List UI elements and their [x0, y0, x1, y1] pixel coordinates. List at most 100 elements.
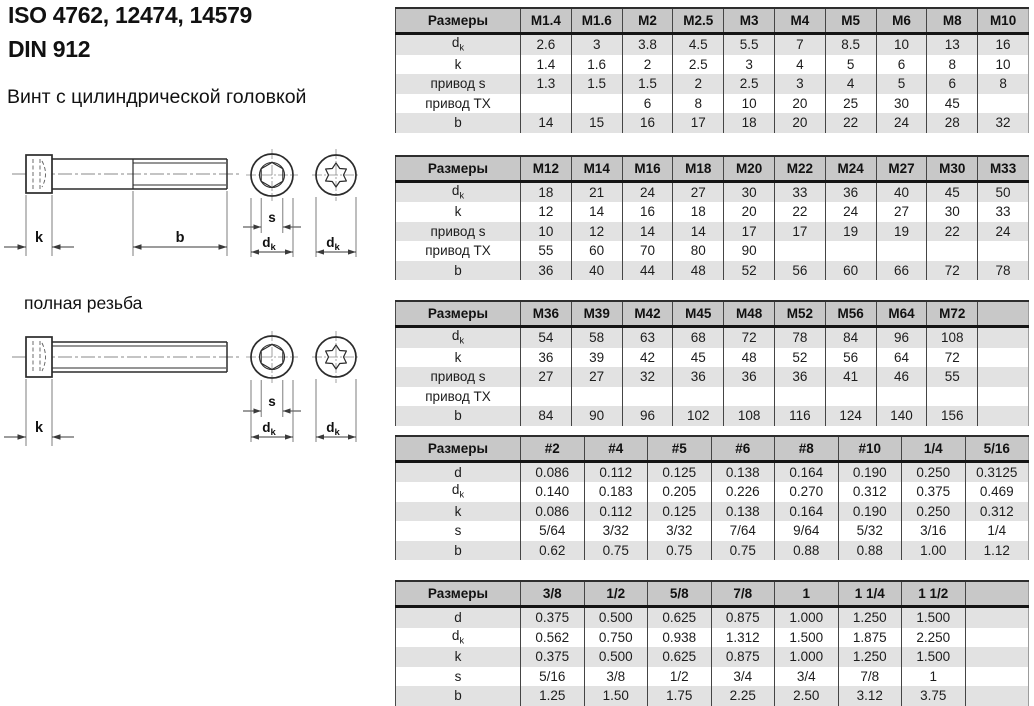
- table-cell: 60: [824, 260, 877, 280]
- column-header: 3/8: [520, 581, 584, 608]
- table-row: привод TX 6 8 10 20 25 30 45: [396, 93, 1029, 113]
- table-cell: 36: [773, 367, 826, 387]
- dim-label-k: k: [35, 420, 44, 436]
- table-cell: 52: [723, 260, 775, 280]
- table-row: b 14 15 16 17 18 20 22 24 28 32: [395, 113, 1029, 133]
- row-label: k: [395, 501, 521, 521]
- table-row: b 84 90 96 102 108 116 124 140 156: [395, 406, 1029, 426]
- table-cell: 108: [926, 326, 978, 348]
- table-cell: 22: [824, 113, 877, 133]
- table-cell: [875, 241, 927, 261]
- column-header: M72: [926, 301, 978, 328]
- table-cell: 17: [773, 221, 826, 241]
- table-cell: 24: [977, 221, 1029, 241]
- column-header: M2.5: [672, 8, 724, 35]
- table-cell: 0.500: [583, 606, 648, 628]
- row-label: d: [395, 461, 521, 482]
- table-row: k 1.4 1.6 2 2.5 3 4 5 6 8 10: [396, 54, 1029, 74]
- column-header: Размеры: [395, 435, 521, 463]
- table-cell: [773, 241, 826, 261]
- table-row: dk 0.140 0.183 0.205 0.226 0.270 0.312 0.375 0.4…: [396, 482, 1029, 502]
- table-cell: 1.00: [901, 540, 965, 560]
- table-cell: 1.500: [774, 627, 838, 647]
- row-label: dk: [395, 33, 521, 55]
- table-row: dk 54 58 63 68 72 78 84 96 108: [395, 326, 1029, 348]
- table-cell: 18: [520, 181, 572, 202]
- column-header: [964, 581, 1029, 608]
- torx-end-view: dk: [312, 331, 360, 442]
- table-cell: 96: [621, 406, 673, 426]
- table-cell: 70: [621, 241, 673, 261]
- table-row: dk 2.6 3 3.8 4.5 5.5 7 8.5 10 13 16: [395, 33, 1029, 55]
- dim-label-dk: dk: [326, 420, 340, 438]
- table-cell: 0.625: [647, 606, 711, 628]
- table-cell: 13: [926, 33, 978, 55]
- table-cell: 48: [672, 260, 724, 280]
- page-title-din: DIN 912: [8, 36, 91, 62]
- table-cell: [977, 347, 1029, 367]
- column-header: #10: [837, 435, 902, 463]
- column-header: M16: [621, 155, 673, 183]
- table-cell: 0.086: [520, 461, 584, 482]
- row-label: s: [454, 668, 462, 684]
- table-cell: 14: [570, 202, 623, 222]
- table-cell: 0.138: [710, 501, 775, 521]
- table-cell: 16: [621, 202, 673, 222]
- imperial-table-2-516: Размеры #2 #4 #5 #6 #8 #10 1/4 5/16 d 0.086 0.112 0.…: [395, 434, 1029, 560]
- table-cell: 116: [773, 406, 826, 426]
- row-label: dk: [451, 627, 465, 647]
- table-cell: 3.12: [837, 686, 902, 706]
- row-label: привод TX: [425, 95, 491, 111]
- table-cell: 2.5: [723, 74, 775, 94]
- table-cell: 32: [977, 113, 1029, 133]
- column-header: M1.6: [570, 8, 623, 35]
- table-cell: 80: [672, 241, 724, 261]
- column-header: M14: [570, 155, 623, 183]
- table-cell: 30: [926, 202, 978, 222]
- table-cell: 22: [926, 221, 978, 241]
- header-row: Размеры M36 M39 M42 M45 M48 M52 M56 M64 M72: [395, 301, 1029, 328]
- table-cell: 24: [824, 202, 877, 222]
- column-header: 5/16: [964, 435, 1029, 463]
- column-header: M18: [672, 155, 724, 183]
- column-header: M39: [570, 301, 623, 328]
- column-header: 1: [774, 581, 838, 608]
- dim-label-s: s: [268, 394, 276, 409]
- table-cell: 156: [926, 406, 978, 426]
- table-cell: 10: [520, 221, 572, 241]
- table-cell: 0.750: [583, 627, 648, 647]
- table-cell: 30: [723, 181, 775, 202]
- table-cell: 30: [875, 93, 927, 113]
- table-cell: 0.88: [774, 540, 838, 560]
- row-label: b: [395, 686, 521, 706]
- header-row: Размеры #2 #4 #5 #6 #8 #10 1/4 5/16: [395, 435, 1029, 463]
- table-cell: 60: [570, 241, 623, 261]
- table-cell: 5: [824, 54, 877, 74]
- table-cell: 1.50: [583, 686, 648, 706]
- column-header: M2: [621, 8, 673, 35]
- table-cell: 33: [977, 202, 1029, 222]
- table-cell: [520, 93, 572, 113]
- table-cell: [773, 386, 826, 406]
- table-cell: 1.000: [774, 647, 838, 667]
- table-cell: 36: [723, 367, 775, 387]
- table-cell: 0.312: [837, 482, 902, 502]
- table-row: b 36 40 44 48 52 56 60 66 72 78: [395, 260, 1029, 280]
- table-cell: 7/64: [710, 521, 775, 541]
- table-cell: 7: [773, 33, 826, 55]
- table-cell: 27: [672, 181, 724, 202]
- full-thread-label: полная резьба: [24, 293, 143, 313]
- side-view: k: [4, 336, 242, 446]
- table-cell: 19: [824, 221, 877, 241]
- table-row: b 1.25 1.50 1.75 2.25 2.50 3.12 3.75: [395, 686, 1029, 706]
- column-header: M30: [926, 155, 978, 183]
- table-cell: [824, 386, 877, 406]
- table-cell: 3/16: [901, 521, 965, 541]
- table-cell: 6: [621, 93, 673, 113]
- table-cell: 0.086: [520, 501, 584, 521]
- table-cell: 1.75: [647, 686, 711, 706]
- table-cell: 0.112: [583, 461, 648, 482]
- row-label: b: [395, 113, 521, 133]
- table-cell: 0.62: [520, 540, 584, 560]
- column-header: M48: [723, 301, 775, 328]
